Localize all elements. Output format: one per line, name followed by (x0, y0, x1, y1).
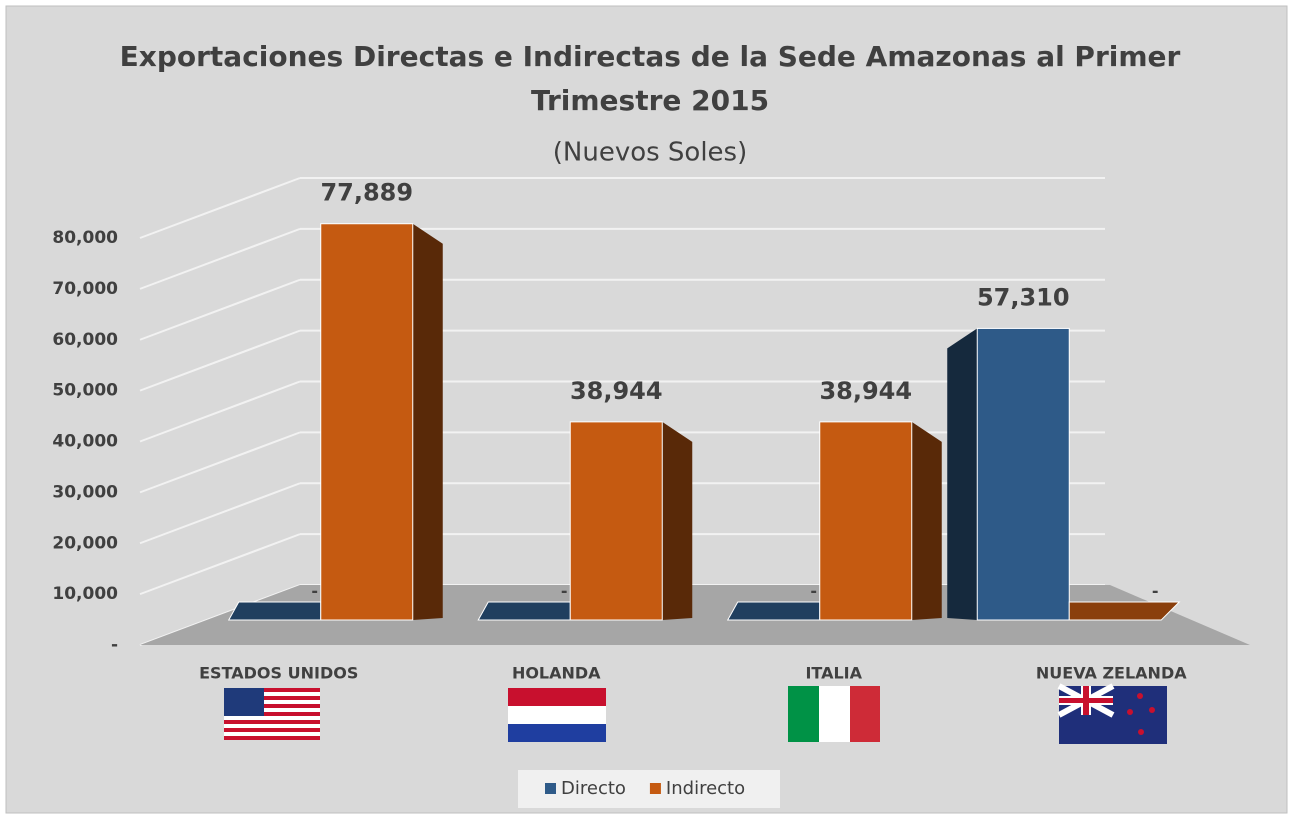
bar (569, 421, 663, 621)
chart-background (5, 5, 1288, 814)
data-label: 77,889 (320, 179, 413, 207)
grid-line (139, 278, 301, 341)
bar (1068, 601, 1181, 621)
x-tick-label: ESTADOS UNIDOS (199, 664, 358, 683)
bar (477, 601, 571, 621)
x-tick-label: ITALIA (805, 664, 862, 683)
grid-line (139, 227, 301, 290)
x-tick-label: NUEVA ZELANDA (1036, 664, 1187, 683)
legend-label: Indirecto (666, 778, 745, 799)
data-label: 57,310 (977, 283, 1070, 311)
legend-swatch (545, 783, 556, 794)
y-tick-label: 80,000 (52, 228, 118, 248)
bar-side (412, 223, 443, 620)
y-tick-label: 50,000 (52, 381, 118, 401)
grid-line (139, 431, 301, 494)
bar (976, 327, 1070, 621)
legend-box (518, 770, 780, 808)
chart-subtitle: (Nuevos Soles) (553, 138, 748, 168)
data-label: - (311, 582, 318, 601)
bar (726, 601, 821, 621)
grid-line (139, 380, 301, 443)
x-tick-label: HOLANDA (512, 664, 601, 683)
y-tick-label: 70,000 (52, 279, 118, 299)
flag-netherlands (508, 688, 606, 742)
bar (227, 601, 322, 621)
bar-side (911, 421, 942, 620)
data-label: - (810, 582, 817, 601)
y-tick-label: 10,000 (52, 584, 118, 604)
data-label: - (1152, 582, 1159, 601)
y-tick-label: - (111, 635, 118, 655)
legend-label: Directo (561, 778, 626, 799)
flags (224, 683, 1167, 744)
data-label: 38,944 (570, 377, 663, 405)
legend-swatch (649, 783, 661, 794)
flag-new-zealand (1057, 683, 1167, 744)
bar (819, 421, 913, 621)
data-label: - (561, 582, 568, 601)
y-tick-label: 20,000 (52, 533, 118, 553)
flag-italy (788, 686, 880, 742)
bar-side (662, 421, 693, 620)
grid-line (139, 533, 301, 596)
bar (320, 223, 414, 621)
grid-line (139, 329, 301, 392)
flag-usa (224, 688, 320, 740)
chart-title: Exportaciones Directas e Indirectas de l… (120, 40, 1181, 117)
bar-side (947, 328, 978, 620)
y-tick-label: 30,000 (52, 482, 118, 502)
grid-line (139, 177, 301, 239)
y-tick-label: 60,000 (52, 330, 118, 350)
y-tick-label: 40,000 (52, 432, 118, 452)
data-label: 38,944 (819, 377, 912, 405)
grid-line (139, 482, 301, 545)
